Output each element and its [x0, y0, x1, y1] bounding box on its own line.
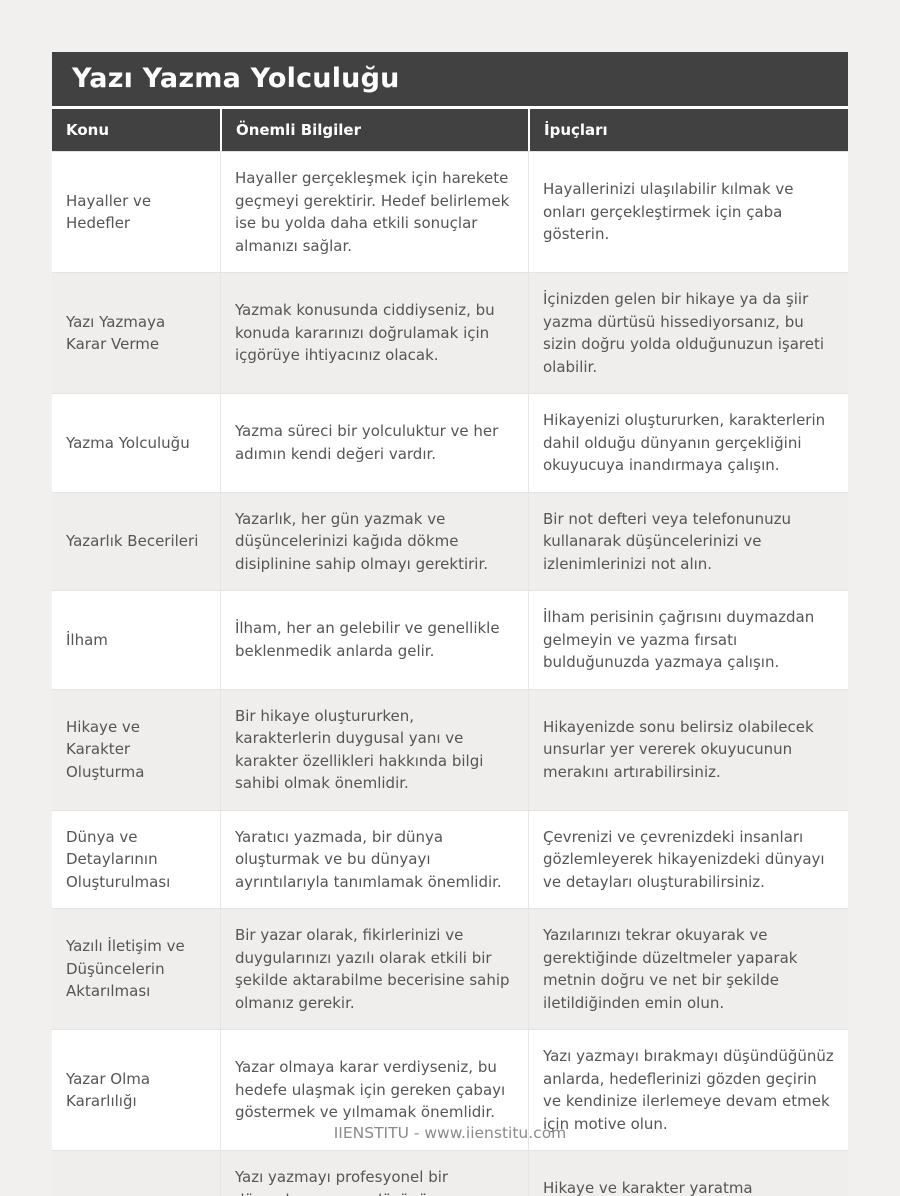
cell-text: Hayaller gerçekleşmek için harekete geçm…	[234, 169, 510, 255]
cell-text: Yaratıcı yazmada, bir dünya oluşturmak v…	[234, 827, 502, 891]
cell-bilgi: Yazma süreci bir yolculuktur ve her adım…	[219, 394, 528, 492]
cell-bilgi: Yazarlık, her gün yazmak ve düşüncelerin…	[219, 492, 528, 590]
cell-text: Bir hikaye oluştururken, karakterlerin d…	[234, 706, 484, 793]
cell-text: İçinizden gelen bir hikaye ya da şiir ya…	[543, 290, 825, 376]
cell-ipucu: Hikayenizi oluştururken, karakterlerin d…	[528, 394, 848, 492]
table-row: Yazarlık Becerileri Yazarlık, her gün ya…	[52, 491, 848, 591]
cell-bilgi: Yazar olmaya karar verdiyseniz, bu hedef…	[219, 1030, 528, 1150]
cell-ipucu: Hikaye ve karakter yaratma becerileriniz…	[528, 1151, 848, 1196]
cell-konu: Yazı Yazmaya Karar Verme	[52, 273, 220, 393]
cell-konu: Hikaye ve Karakter Oluşturma	[52, 690, 220, 810]
cell-text: Yazma Yolculuğu	[66, 433, 190, 452]
cell-text: Dünya ve Detaylarının Oluşturulması	[66, 827, 171, 891]
cell-text: Yazı yazmayı profesyonel bir düzeyde yap…	[234, 1168, 496, 1196]
table-row: İlham İlham, her an gelebilir ve genelli…	[52, 590, 848, 689]
cell-text: Hayallerinizi ulaşılabilir kılmak ve onl…	[543, 180, 794, 244]
cell-text: Yazma süreci bir yolculuktur ve her adım…	[234, 422, 499, 463]
cell-konu: Yazarlık Becerileri	[52, 493, 220, 591]
cell-text: Yazarlık Becerileri	[66, 532, 199, 550]
cell-text: Yazılarınızı tekrar okuyarak ve gerektiğ…	[543, 926, 798, 1012]
cell-ipucu: Çevrenizi ve çevrenizdeki insanları gözl…	[528, 810, 848, 908]
cell-text: Yazar olmaya karar verdiyseniz, bu hedef…	[234, 1058, 506, 1122]
cell-text: İlham perisinin çağrısını duymazdan gelm…	[543, 608, 815, 671]
cell-bilgi: Yazmak konusunda ciddiyseniz, bu konuda …	[219, 273, 528, 393]
cell-konu: Yazılı İletişim ve Düşüncelerin Aktarılm…	[52, 909, 220, 1029]
cell-konu: Yazar Olma Kararlılığı	[52, 1030, 220, 1150]
table-row: Yazı Yazmaya Karar Verme Yazmak konusund…	[52, 272, 848, 393]
cell-text: Yazı Yazmaya Karar Verme	[66, 312, 166, 354]
column-header-ipuclari: İpuçları	[528, 109, 848, 151]
cell-text: Bir yazar olarak, fikirlerinizi ve duygu…	[234, 926, 510, 1012]
table-header-row: Konu Önemli Bilgiler İpuçları	[52, 109, 848, 151]
cell-text: Yazarlık, her gün yazmak ve düşüncelerin…	[234, 509, 489, 573]
cell-ipucu: Yazılarınızı tekrar okuyarak ve gerektiğ…	[528, 909, 848, 1029]
cell-konu: Hayaller ve Hedefler	[52, 152, 220, 272]
cell-bilgi: Hayaller gerçekleşmek için harekete geçm…	[219, 152, 528, 272]
cell-text: İlham	[66, 630, 108, 649]
cell-konu: Dünya ve Detaylarının Oluşturulması	[52, 811, 220, 909]
page-title: Yazı Yazma Yolculuğu	[52, 52, 848, 109]
table-row: Hikaye ve Karakter Oluşturma Bir hikaye …	[52, 688, 848, 810]
cell-bilgi: Bir hikaye oluştururken, karakterlerin d…	[219, 689, 528, 810]
table-row: Yazar Olma Kararlılığı Yazar olmaya kara…	[52, 1029, 848, 1150]
cell-text: Yazar Olma Kararlılığı	[66, 1069, 151, 1111]
cell-ipucu: Hayallerinizi ulaşılabilir kılmak ve onl…	[528, 152, 848, 272]
table-row: Yazılı İletişim ve Düşüncelerin Aktarılm…	[52, 908, 848, 1029]
cell-konu: İlham	[52, 591, 220, 689]
cell-bilgi: Bir yazar olarak, fikirlerinizi ve duygu…	[219, 909, 528, 1029]
cell-ipucu: İlham perisinin çağrısını duymazdan gelm…	[528, 591, 848, 689]
cell-text: Yazılı İletişim ve Düşüncelerin Aktarılm…	[66, 937, 185, 1001]
cell-bilgi: İlham, her an gelebilir ve genellikle be…	[219, 591, 528, 689]
cell-text: Hikayenizi oluştururken, karakterlerin d…	[543, 411, 826, 474]
writing-journey-table-card: Yazı Yazma Yolculuğu Konu Önemli Bilgile…	[52, 52, 848, 1196]
cell-text: İlham, her an gelebilir ve genellikle be…	[234, 619, 500, 660]
cell-bilgi: Yazı yazmayı profesyonel bir düzeyde yap…	[219, 1151, 528, 1196]
footer-branding: IIENSTITU - www.iienstitu.com	[333, 1124, 567, 1142]
table-body: Hayaller ve Hedefler Hayaller gerçekleşm…	[52, 151, 848, 1196]
cell-ipucu: İçinizden gelen bir hikaye ya da şiir ya…	[528, 273, 848, 393]
cell-bilgi: Yaratıcı yazmada, bir dünya oluşturmak v…	[219, 810, 528, 908]
cell-text: Hayaller ve Hedefler	[66, 191, 152, 233]
column-header-konu: Konu	[66, 121, 110, 139]
table-row: Profesyonel Bir Yazar Olmak Yazı yazmayı…	[52, 1150, 848, 1196]
cell-ipucu: Hikayenizde sonu belirsiz olabilecek uns…	[528, 689, 848, 810]
cell-konu: Profesyonel Bir Yazar Olmak	[52, 1151, 220, 1196]
cell-text: Yazı yazmayı bırakmayı düşündüğünüz anla…	[543, 1047, 834, 1133]
cell-text: Hikaye ve karakter yaratma becerileriniz…	[543, 1179, 753, 1196]
column-header-onemli-bilgiler: Önemli Bilgiler	[219, 109, 528, 151]
cell-ipucu: Yazı yazmayı bırakmayı düşündüğünüz anla…	[528, 1030, 848, 1150]
cell-text: Yazmak konusunda ciddiyseniz, bu konuda …	[234, 301, 495, 365]
cell-text: Hikaye ve Karakter Oluşturma	[66, 717, 145, 781]
cell-konu: Yazma Yolculuğu	[52, 394, 220, 492]
table-row: Dünya ve Detaylarının Oluşturulması Yara…	[52, 809, 848, 909]
cell-text: Çevrenizi ve çevrenizdeki insanları gözl…	[543, 827, 825, 891]
table-row: Hayaller ve Hedefler Hayaller gerçekleşm…	[52, 151, 848, 272]
cell-text: Hikayenizde sonu belirsiz olabilecek uns…	[543, 717, 814, 781]
table-row: Yazma Yolculuğu Yazma süreci bir yolculu…	[52, 393, 848, 492]
cell-ipucu: Bir not defteri veya telefonunuzu kullan…	[528, 492, 848, 590]
cell-text: Bir not defteri veya telefonunuzu kullan…	[543, 509, 792, 573]
